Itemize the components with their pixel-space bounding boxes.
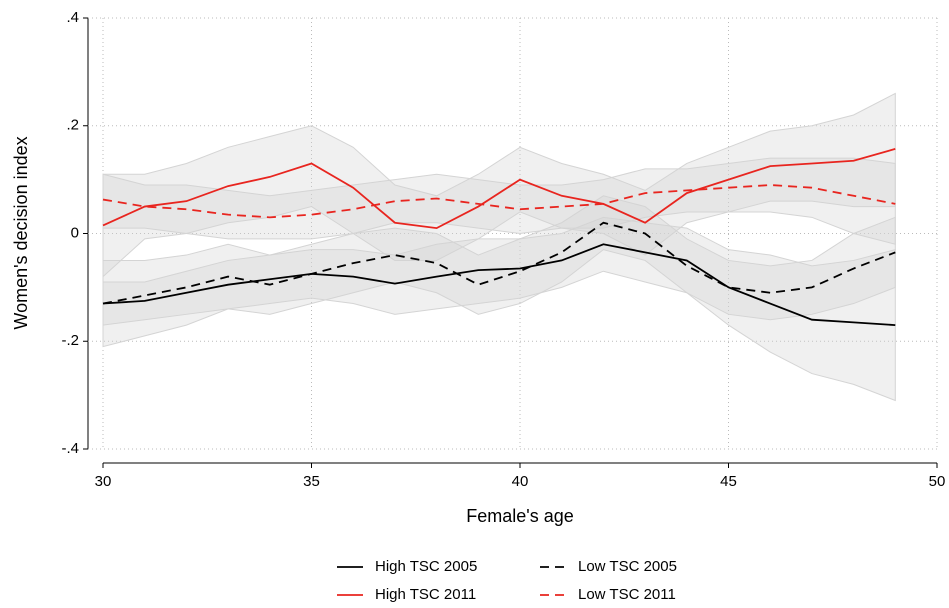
x-tick-label: 50 (929, 473, 946, 490)
data-line (102, 148, 896, 230)
x-tick-label: 30 (95, 473, 112, 490)
x-tick-label: 40 (512, 473, 529, 490)
x-axis-title: Female's age (466, 506, 574, 526)
legend-label: High TSC 2005 (375, 558, 477, 575)
confidence-band (102, 216, 896, 402)
legend-label: Low TSC 2005 (578, 558, 677, 575)
y-tick-label: -.4 (61, 440, 79, 457)
legend-label: Low TSC 2011 (578, 586, 676, 603)
x-tick-label: 45 (720, 473, 737, 490)
data-line (102, 221, 896, 305)
y-axis-title: Women's decision index (11, 136, 31, 329)
confidence-band (102, 157, 896, 245)
x-tick-label: 35 (303, 473, 320, 490)
y-tick-label: 0 (71, 224, 79, 241)
y-tick-label: -.2 (61, 332, 79, 349)
confidence-band (102, 195, 896, 348)
legend-label: High TSC 2011 (375, 586, 476, 603)
y-tick-label: .4 (66, 9, 79, 26)
data-line (102, 184, 896, 219)
y-tick-label: .2 (66, 117, 79, 134)
data-line (102, 243, 896, 326)
